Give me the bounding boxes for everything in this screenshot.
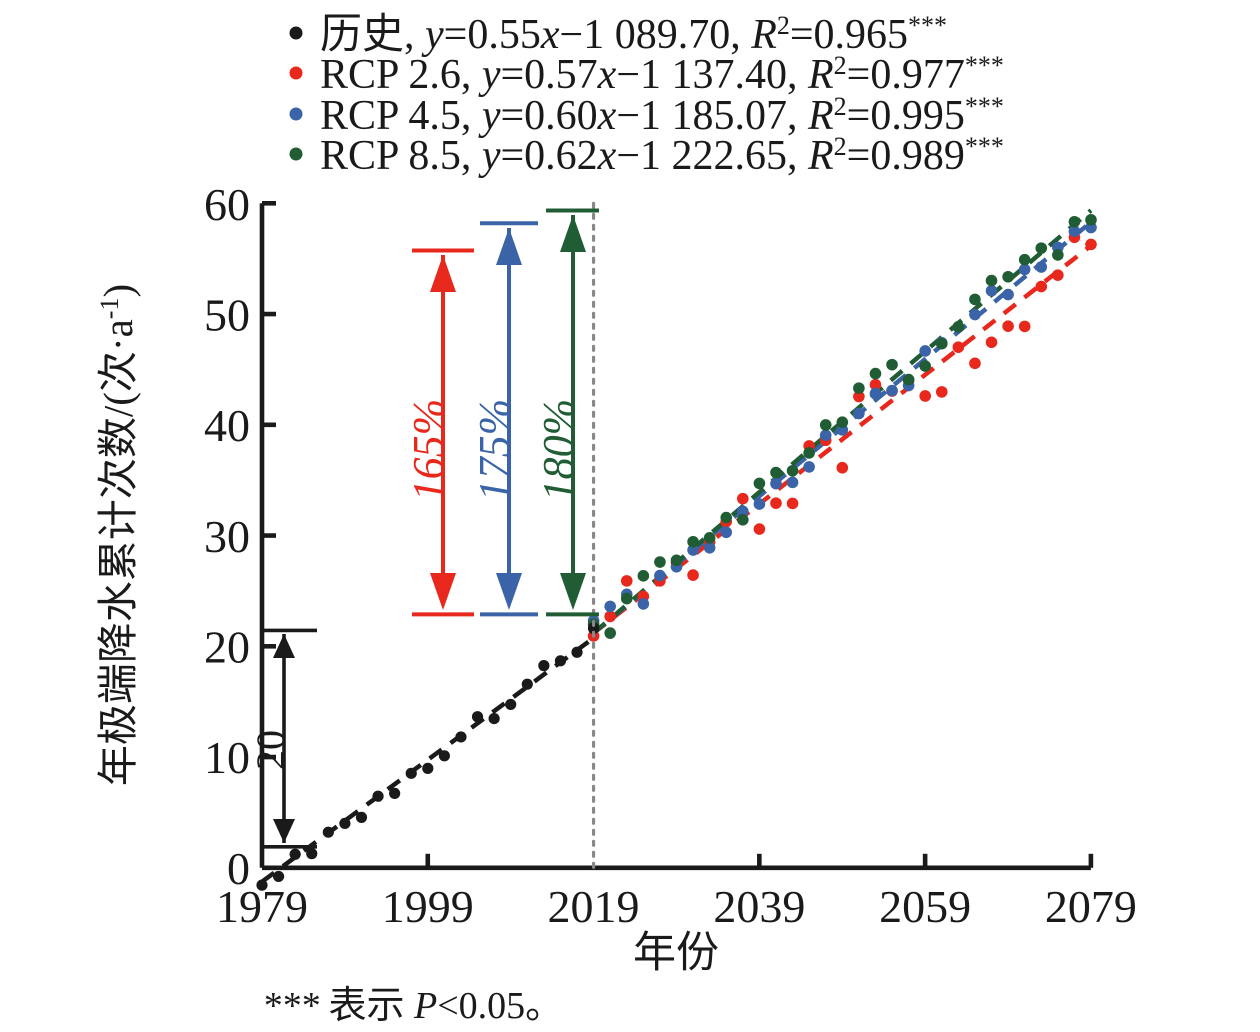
svg-text:20: 20: [248, 730, 293, 770]
svg-text:RCP 2.6, y=0.57x−1 137.40, R2=: RCP 2.6, y=0.57x−1 137.40, R2=0.977***: [320, 51, 1004, 99]
svg-text:年份: 年份: [633, 930, 719, 977]
svg-text:历史, y=0.55x−1 089.70, R2=0.965: 历史, y=0.55x−1 089.70, R2=0.965***: [320, 11, 947, 59]
svg-text:20: 20: [204, 622, 250, 673]
svg-text:175%: 175%: [470, 399, 519, 502]
svg-text:2019: 2019: [548, 881, 640, 932]
svg-text:40: 40: [204, 400, 250, 451]
svg-text:1999: 1999: [382, 881, 474, 932]
svg-text:165%: 165%: [404, 399, 453, 502]
svg-text:2059: 2059: [879, 881, 971, 932]
svg-text:年极端降水累计次数/(次·a-1): 年极端降水累计次数/(次·a-1): [95, 284, 142, 786]
svg-text:10: 10: [204, 732, 250, 783]
svg-text:2079: 2079: [1045, 881, 1137, 932]
svg-text:180%: 180%: [534, 399, 583, 502]
svg-text:RCP 8.5, y=0.62x−1 222.65, R2=: RCP 8.5, y=0.62x−1 222.65, R2=0.989***: [320, 132, 1004, 180]
svg-text:2039: 2039: [713, 881, 805, 932]
svg-text:60: 60: [204, 179, 250, 230]
svg-text:*** 表示 P<0.05。: *** 表示 P<0.05。: [262, 985, 563, 1027]
svg-text:30: 30: [204, 511, 250, 562]
svg-text:RCP 4.5, y=0.60x−1 185.07, R2=: RCP 4.5, y=0.60x−1 185.07, R2=0.995***: [320, 92, 1004, 140]
svg-text:50: 50: [204, 290, 250, 341]
